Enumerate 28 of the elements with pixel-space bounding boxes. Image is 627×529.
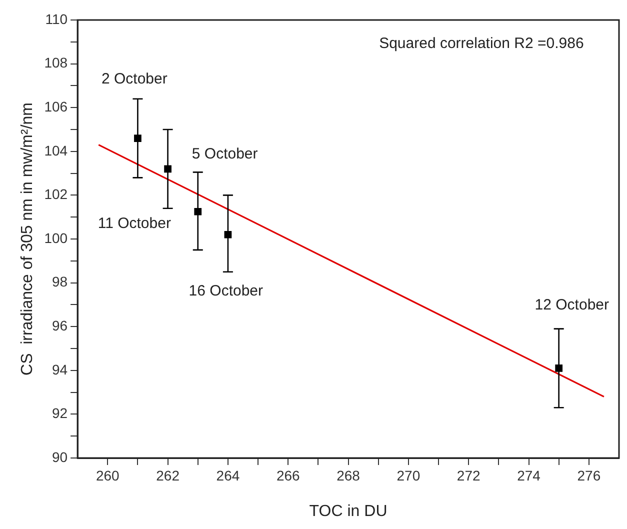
x-tick-label: 276 [577, 467, 601, 484]
x-tick-label: 262 [156, 467, 180, 484]
y-tick-label: 106 [44, 98, 68, 114]
y-tick-label: 110 [45, 10, 68, 27]
annotation: 5 October [192, 146, 258, 163]
x-tick-label: 264 [216, 467, 240, 484]
y-tick-label: 108 [44, 54, 68, 71]
annotation: 2 October [101, 70, 168, 88]
x-tick-label: 274 [517, 467, 541, 484]
y-tick-label: 92 [52, 405, 68, 422]
annotation: Squared correlation R2 =0.986 [379, 35, 584, 52]
y-tick-label: 98 [52, 274, 68, 290]
x-tick-label: 266 [276, 467, 300, 484]
x-tick-label: 272 [456, 467, 480, 484]
x-tick-label: 268 [336, 467, 360, 484]
annotation: 16 October [188, 282, 264, 300]
y-tick-label: 102 [44, 186, 68, 202]
y-tick-label: 100 [44, 230, 68, 246]
y-axis-title: CS irradiance of 305 nm in mw/m²/nm [19, 102, 36, 376]
x-tick-label: 270 [396, 467, 420, 484]
y-tick-label: 96 [52, 317, 68, 334]
annotation: 12 October [534, 296, 610, 314]
y-tick-label: 104 [44, 142, 68, 158]
annotation: 11 October [98, 214, 171, 232]
x-tick-label: 260 [96, 467, 120, 484]
y-tick-label: 94 [52, 361, 68, 378]
x-axis-title: TOC in DU [309, 502, 388, 520]
y-tick-label: 90 [52, 448, 68, 465]
